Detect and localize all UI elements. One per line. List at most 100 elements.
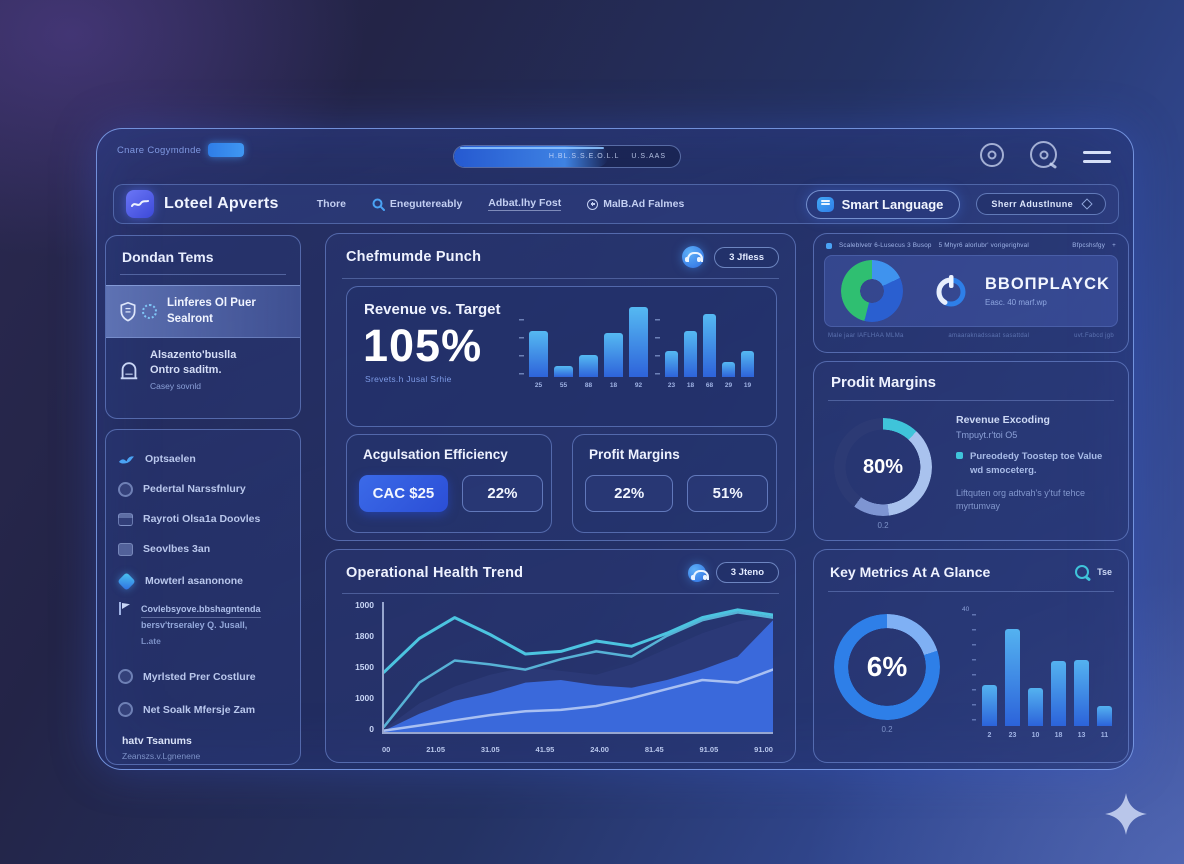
- bar: [529, 331, 548, 377]
- trend-chart: 1000 1800 1500 1000 0 00 21.05 31.05 41.95 24.00…: [342, 600, 773, 754]
- assistant-icon[interactable]: [682, 246, 705, 268]
- margin-gauge-ring: [834, 418, 932, 516]
- x-tick-label: 18: [686, 382, 695, 389]
- bar: [1005, 629, 1020, 726]
- sidebar-item-label: Myrlsted Prer Costlure: [143, 670, 256, 683]
- x-tick-label: 11: [1100, 732, 1109, 739]
- search-icon[interactable]: [1075, 565, 1090, 579]
- nav-item-3[interactable]: Adbat.lhy Fost: [488, 197, 562, 211]
- status-ring-icon[interactable]: [980, 142, 1004, 167]
- bar: [982, 684, 997, 726]
- progress-label: H.BL.S.S.E.O.L.L: [548, 153, 620, 160]
- brand-pill: [208, 143, 245, 157]
- sidebar-item-3[interactable]: Rayroti Olsa1a Doovles: [118, 504, 288, 534]
- series-blue-area: [384, 620, 773, 732]
- bar: [684, 331, 697, 377]
- badge-icon: [142, 304, 157, 320]
- bar: [722, 362, 735, 377]
- sidebar-item-label: Mowterl asanonone: [145, 575, 244, 587]
- y-axis-labels: 1000 1800 1500 1000 0: [342, 600, 374, 734]
- sidebar-item-7[interactable]: Myrlsted Prer Costlure: [118, 660, 288, 693]
- nav-item-1[interactable]: Thore: [316, 198, 346, 210]
- sidebar-item-1[interactable]: Optsaelen: [118, 444, 288, 474]
- x-tick-label: 23: [667, 382, 676, 389]
- cac-button[interactable]: CAC $25: [359, 475, 448, 512]
- brand-text: Cnare Cogymdnde: [117, 144, 202, 156]
- sidebar-menu-card: Optsaelen Pedertal Narssfnlury Rayroti O…: [105, 429, 301, 765]
- team-label: Linferes Ol Puer Sealront: [167, 297, 256, 325]
- app-title: Loteel Apverts: [164, 195, 279, 212]
- y-tick-label: 1000: [355, 693, 374, 703]
- smart-language-label: Smart Language: [841, 196, 944, 212]
- nav-item-search[interactable]: Enegutereably: [372, 198, 462, 211]
- dashboard-window: Cnare Cogymdnde H.BL.S.S.E.O.L.L U.S.AAS…: [96, 128, 1134, 770]
- sidebar-item-6[interactable]: Covlebsyove.bbshagntenda bersv'trseraley…: [118, 598, 288, 660]
- overview-pill-button[interactable]: 3 Jfless: [714, 246, 779, 268]
- y-tick-label: 40: [962, 606, 970, 613]
- divider: [342, 593, 779, 594]
- sparkle-icon: [1105, 793, 1147, 835]
- menu-icon[interactable]: [1083, 146, 1111, 163]
- x-tick-label: 81.45: [644, 745, 664, 754]
- card-icon: [118, 512, 133, 526]
- revenue-title: Revenue vs. Target: [364, 301, 501, 318]
- globe-icon[interactable]: [1030, 141, 1058, 170]
- acquisition-title: Acgulsation Efficiency: [363, 447, 508, 462]
- widget-foot-mid: amaaraknadssaat sasattdal: [948, 333, 1030, 339]
- trend-panel-title: Operational Health Trend: [346, 564, 524, 581]
- sidebar-item-8[interactable]: Net Soalk Mfersje Zam: [118, 693, 288, 726]
- nav-item-label: MalB.Ad Falmes: [603, 198, 685, 210]
- divider: [828, 400, 1114, 401]
- arch-icon: [120, 361, 138, 379]
- margin-pct-button-2[interactable]: 51%: [687, 475, 768, 512]
- plus-circle-icon: [587, 198, 599, 210]
- nav-item-4[interactable]: MalB.Ad Falmes: [587, 198, 684, 210]
- allocation-donut-chart: [841, 260, 903, 322]
- gauge-note-3: Liftquten org adtvah's y'tuf tehce myrtu…: [956, 487, 1086, 512]
- x-tick-label: 19: [743, 382, 752, 389]
- margin-pct-button-1[interactable]: 22%: [585, 475, 674, 512]
- widget-meta-right: Bfpcshsfgy: [1072, 242, 1106, 249]
- bar: [604, 332, 623, 377]
- margins-title: Profit Margins: [589, 447, 680, 462]
- x-tick-label: 13: [1077, 732, 1086, 739]
- team-sublabel: Casey sovnld: [150, 380, 202, 391]
- smart-language-button[interactable]: Smart Language: [805, 189, 961, 219]
- sidebar-team-active[interactable]: Linferes Ol Puer Sealront: [106, 285, 300, 339]
- divider: [120, 274, 286, 275]
- acquisition-pct-button[interactable]: 22%: [461, 475, 543, 512]
- gauge-sub-value: 0.2: [877, 521, 889, 530]
- progress-value: U.S.AAS: [631, 153, 666, 160]
- plus-icon[interactable]: +: [1112, 242, 1116, 249]
- shield-icon: [120, 301, 136, 322]
- widget-body: BBOΠPLAYCK Easc. 40 marf.wp: [824, 255, 1118, 327]
- sidebar-item-4[interactable]: Seovlbes 3an: [118, 534, 288, 564]
- profit-margins-panel: Prodit Margins 80% 0.2 Revenue Excoding …: [813, 361, 1129, 541]
- bar: [629, 306, 648, 377]
- top-icons: [980, 141, 1111, 170]
- sidebar-item-2[interactable]: Pedertal Narssfnlury: [118, 474, 288, 504]
- account-button[interactable]: Sherr Adustlnune: [976, 193, 1106, 215]
- x-tick-label: 92: [634, 382, 643, 389]
- x-tick-label: 29: [724, 382, 733, 389]
- teams-title: Dondan Tems: [122, 249, 214, 265]
- sidebar-item-5[interactable]: Mowterl asanonone: [117, 564, 288, 598]
- trend-icon[interactable]: [687, 563, 709, 582]
- sidebar-team-item[interactable]: Alsazento'buslla Ontro saditm. Casey sov…: [106, 338, 300, 402]
- widget-foot-right: uvt.Fabcd jgb: [1074, 333, 1114, 339]
- key-metrics-action[interactable]: Tse: [1097, 567, 1112, 577]
- divider: [342, 278, 779, 279]
- bar: [665, 351, 678, 377]
- y-tick-label: 1000: [355, 600, 374, 610]
- bar: [1074, 659, 1089, 726]
- bar: [1028, 688, 1043, 726]
- x-tick-label: 18: [609, 382, 618, 389]
- app-logo-icon: [126, 190, 154, 218]
- circle-icon: [118, 481, 133, 497]
- x-tick-label: 24.00: [590, 745, 609, 754]
- search-icon: [372, 198, 385, 211]
- trend-pill-button[interactable]: 3 Jteno: [715, 562, 779, 583]
- overview-panel-title: Chefmumde Punch: [346, 249, 482, 265]
- chat-icon: [816, 196, 834, 212]
